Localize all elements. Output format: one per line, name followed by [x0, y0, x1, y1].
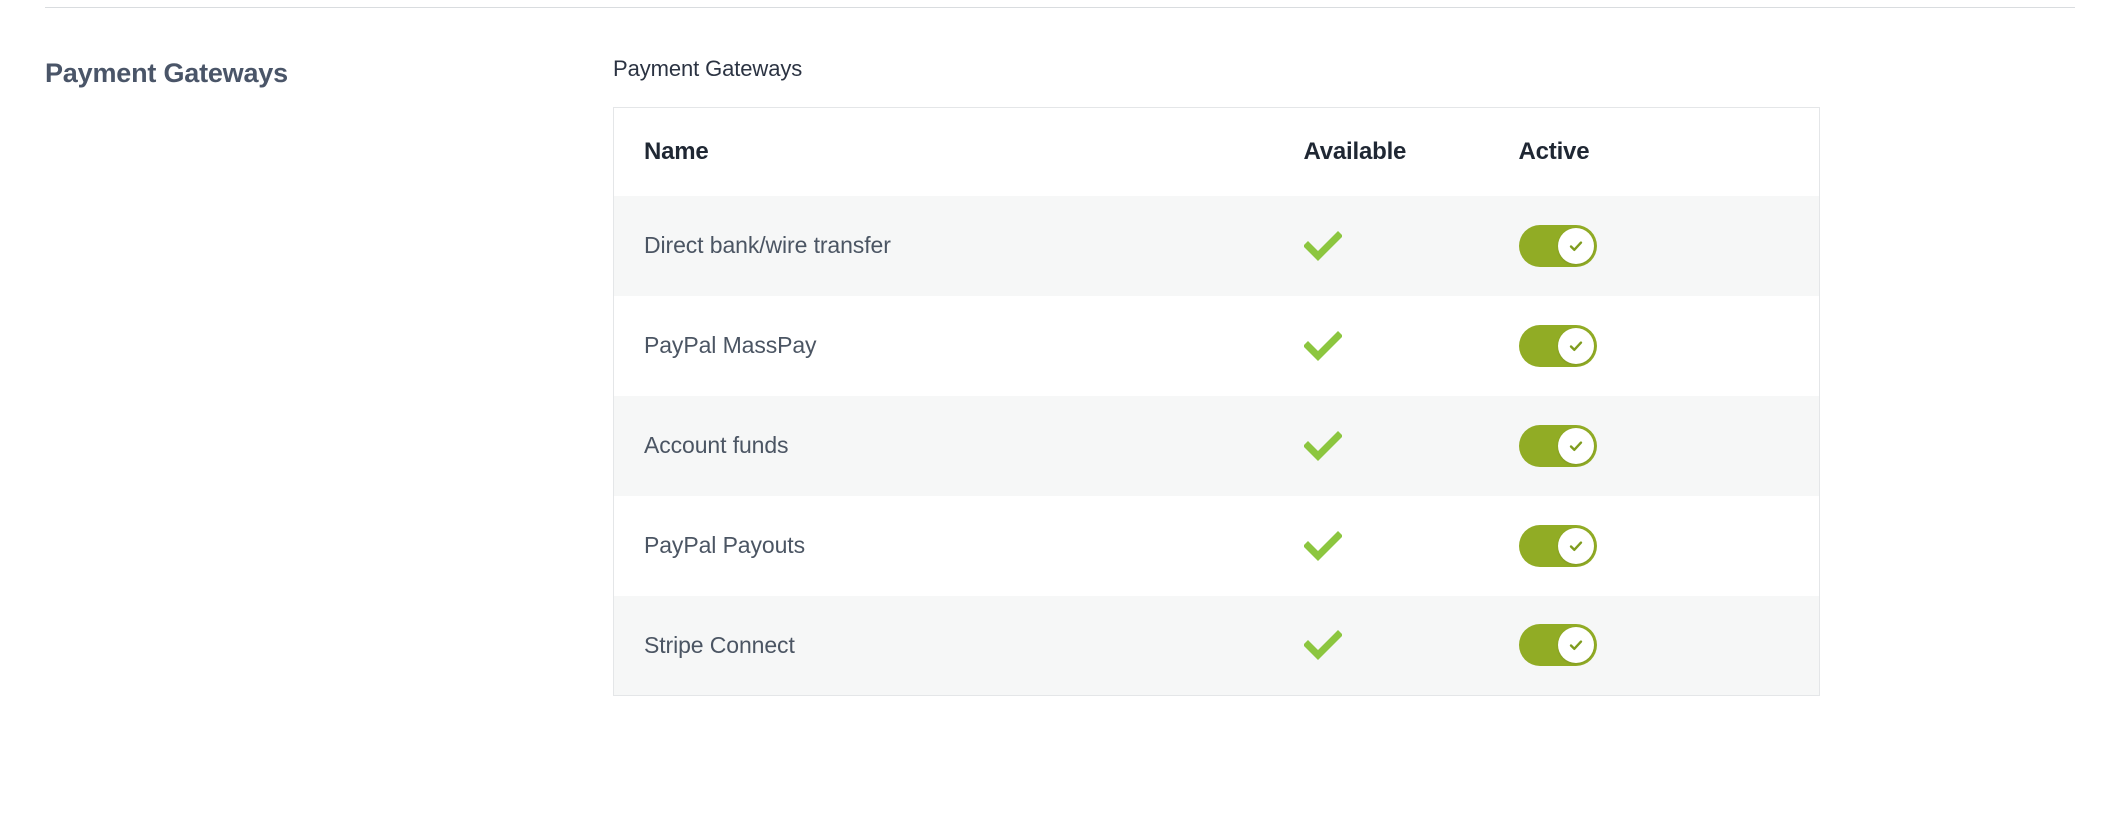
gateway-name: PayPal Payouts: [644, 532, 805, 558]
toggle-knob: [1557, 627, 1594, 664]
column-header-name: Name: [644, 137, 709, 165]
page-title: Payment Gateways: [45, 58, 288, 88]
check-icon: [1303, 430, 1342, 461]
check-small-icon: [1569, 640, 1582, 651]
check-icon: [1303, 230, 1342, 261]
available-cell: [1303, 196, 1519, 296]
active-toggle[interactable]: [1518, 324, 1597, 367]
available-cell: [1303, 296, 1519, 396]
table-header-row: Name Available Active: [613, 107, 1819, 196]
table-row: PayPal MassPay: [613, 295, 1820, 396]
panel-title: Payment Gateways: [613, 56, 803, 81]
check-small-icon: [1569, 540, 1582, 551]
column-header-available: Available: [1303, 137, 1407, 165]
table-body: Direct bank/wire transfer: [613, 195, 1820, 696]
active-cell: [1518, 496, 1820, 596]
gateway-name: PayPal MassPay: [644, 332, 817, 358]
table-row: Stripe Connect: [613, 595, 1820, 696]
check-icon: [1303, 330, 1342, 361]
toggle-knob: [1557, 227, 1594, 264]
check-icon: [1303, 630, 1342, 661]
check-small-icon: [1569, 240, 1582, 251]
top-divider: [45, 7, 2075, 8]
toggle-knob: [1557, 327, 1594, 364]
active-toggle[interactable]: [1518, 424, 1597, 467]
payment-gateways-table: Name Available Active Direct bank/wire t…: [613, 107, 1820, 696]
table-header: Name Available Active: [613, 107, 1819, 196]
payment-gateways-panel: Payment Gateways Name Available Active D…: [613, 56, 1820, 696]
active-toggle[interactable]: [1518, 224, 1597, 267]
toggle-knob: [1557, 427, 1594, 464]
check-small-icon: [1569, 440, 1582, 451]
active-cell: [1518, 596, 1820, 696]
active-cell: [1518, 296, 1820, 396]
check-icon: [1303, 530, 1342, 561]
table-row: PayPal Payouts: [613, 495, 1820, 596]
column-header-active: Active: [1518, 137, 1590, 165]
toggle-knob: [1557, 527, 1594, 564]
available-cell: [1303, 596, 1519, 696]
active-toggle[interactable]: [1518, 624, 1597, 667]
gateway-name: Direct bank/wire transfer: [644, 232, 891, 258]
table-row: Direct bank/wire transfer: [613, 195, 1820, 296]
available-cell: [1303, 496, 1519, 596]
check-small-icon: [1569, 340, 1582, 351]
active-toggle[interactable]: [1518, 524, 1597, 567]
gateway-name: Stripe Connect: [644, 631, 795, 658]
active-cell: [1518, 196, 1820, 296]
gateway-name: Account funds: [644, 432, 789, 458]
available-cell: [1303, 396, 1519, 496]
table-row: Account funds: [613, 395, 1820, 496]
active-cell: [1518, 396, 1820, 496]
